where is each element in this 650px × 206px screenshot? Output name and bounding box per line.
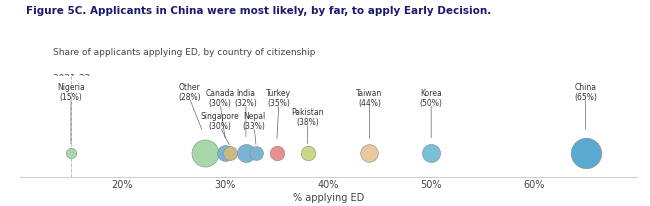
- Text: (38%): (38%): [296, 118, 319, 127]
- Point: [426, 151, 436, 155]
- Text: (35%): (35%): [267, 98, 291, 108]
- Text: (32%): (32%): [235, 98, 257, 108]
- Text: Pakistan: Pakistan: [291, 108, 324, 117]
- Text: Singapore: Singapore: [201, 112, 240, 121]
- Text: 2021-22 season: 2021-22 season: [53, 74, 125, 83]
- Text: Canada: Canada: [205, 89, 235, 98]
- Text: Nepal: Nepal: [243, 112, 265, 121]
- Text: (30%): (30%): [209, 122, 231, 131]
- Text: (65%): (65%): [574, 93, 597, 102]
- Point: [226, 151, 236, 155]
- Text: China: China: [575, 83, 597, 92]
- Text: (33%): (33%): [242, 122, 266, 131]
- Text: Turkey: Turkey: [266, 89, 291, 98]
- Text: Share of applicants applying ED, by country of citizenship: Share of applicants applying ED, by coun…: [53, 48, 316, 57]
- Point: [220, 151, 231, 155]
- Text: (30%): (30%): [209, 98, 231, 108]
- Text: (44%): (44%): [358, 98, 381, 108]
- Text: (28%): (28%): [178, 93, 201, 102]
- Text: Nigeria: Nigeria: [57, 83, 85, 92]
- Point: [364, 151, 374, 155]
- Point: [251, 151, 261, 155]
- Text: (50%): (50%): [420, 98, 443, 108]
- Point: [302, 151, 313, 155]
- Text: Taiwan: Taiwan: [356, 89, 383, 98]
- Point: [240, 151, 251, 155]
- Point: [66, 151, 76, 155]
- Text: Other: Other: [179, 83, 200, 92]
- Text: Figure 5C. Applicants in China were most likely, by far, to apply Early Decision: Figure 5C. Applicants in China were most…: [26, 6, 491, 16]
- Point: [272, 151, 282, 155]
- Text: India: India: [237, 89, 255, 98]
- X-axis label: % applying ED: % applying ED: [292, 193, 364, 203]
- Point: [580, 151, 591, 155]
- Point: [200, 151, 210, 155]
- Text: (15%): (15%): [60, 93, 83, 102]
- Text: Korea: Korea: [421, 89, 442, 98]
